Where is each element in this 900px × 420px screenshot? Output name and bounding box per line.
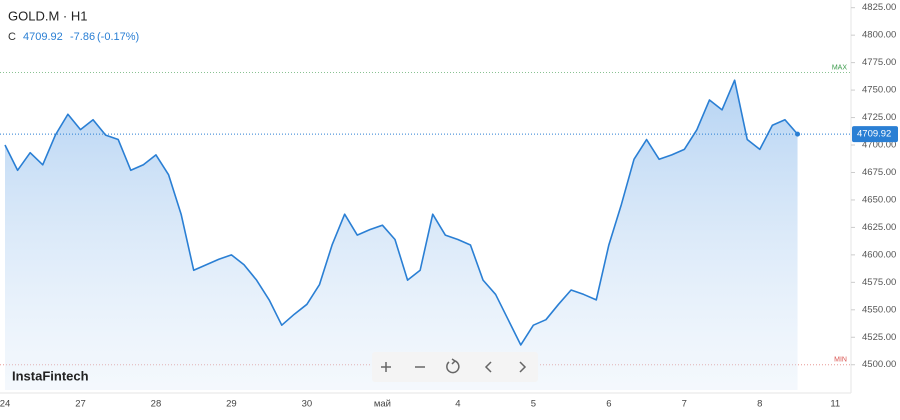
y-tick-label: 4800.00 [862, 30, 896, 41]
y-tick-label: 4825.00 [862, 2, 896, 13]
x-tick-label: 11 [830, 399, 840, 410]
y-tick-label: 4625.00 [862, 222, 896, 233]
y-tick-label: 4750.00 [862, 85, 896, 96]
change: -7.86 [70, 31, 95, 43]
x-tick-label: 29 [226, 399, 237, 410]
x-tick-label: 28 [151, 399, 162, 410]
last-price-label: 4709.92 [857, 129, 891, 140]
x-tick-label: 5 [531, 399, 536, 410]
x-tick-label: 27 [75, 399, 86, 410]
chart-title: GOLD.M · H1 [8, 8, 87, 23]
last-price-dot [795, 131, 801, 137]
x-tick-label: 24 [0, 399, 10, 410]
close-prefix: C [8, 31, 16, 43]
y-tick-label: 4700.00 [862, 140, 896, 151]
scroll-left-button[interactable] [484, 361, 492, 373]
close-price: 4709.92 [23, 31, 63, 43]
last-price-box [852, 126, 898, 143]
y-tick-label: 4500.00 [862, 359, 896, 370]
y-tick-label: 4525.00 [862, 332, 896, 343]
price-line [4, 79, 799, 346]
x-tick-label: май [374, 399, 391, 410]
y-tick-label: 4650.00 [862, 194, 896, 205]
toolbar-bg [372, 352, 538, 382]
plot [0, 72, 851, 391]
change-pct: (-0.17%) [97, 31, 139, 43]
x-tick-label: 30 [302, 399, 313, 410]
x-tick-label: 8 [757, 399, 762, 410]
y-tick-label: 4775.00 [862, 57, 896, 68]
reset-button[interactable] [446, 358, 460, 374]
y-tick-label: 4550.00 [862, 304, 896, 315]
reference-label: MIN [834, 357, 847, 364]
zoom-in-button[interactable] [381, 362, 391, 372]
x-tick-label: 6 [606, 399, 611, 410]
y-tick-label: 4600.00 [862, 249, 896, 260]
y-tick-label: 4675.00 [862, 167, 896, 178]
toolbar [372, 352, 538, 382]
y-tick-label: 4725.00 [862, 112, 896, 123]
area-fill [5, 80, 798, 391]
x-tick-label: 7 [682, 399, 687, 410]
scroll-right-button[interactable] [519, 361, 527, 373]
x-tick-label: 4 [455, 399, 460, 410]
reference-label: MAX [832, 64, 848, 71]
y-tick-label: 4575.00 [862, 277, 896, 288]
brand-logo: InstaFintech [12, 368, 89, 383]
